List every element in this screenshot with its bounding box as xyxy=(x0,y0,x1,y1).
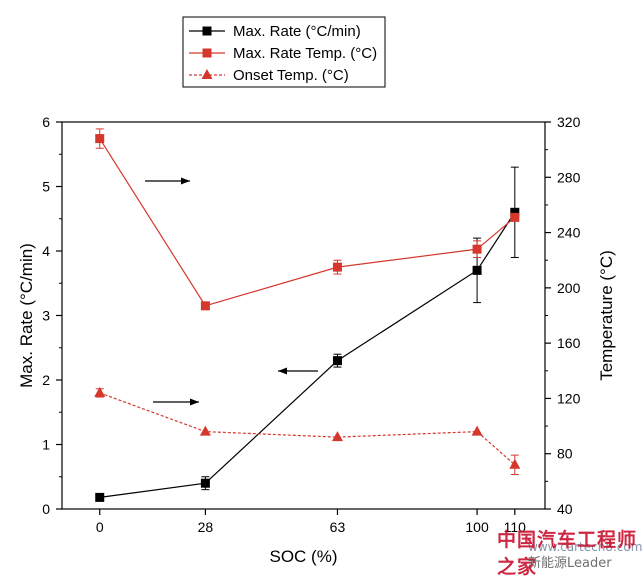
series-line-2 xyxy=(99,392,516,466)
right-y-tick-label: 280 xyxy=(557,169,581,185)
data-point-series-2 xyxy=(331,431,343,442)
legend-marker-0 xyxy=(202,26,212,36)
left-y-tick-label: 4 xyxy=(42,243,50,259)
right-y-tick-label: 320 xyxy=(557,114,581,130)
left-y-tick-label: 0 xyxy=(42,501,50,517)
annotation-arrowhead xyxy=(278,367,287,375)
right-y-tick-label: 120 xyxy=(557,390,581,406)
right-y-tick-label: 80 xyxy=(557,446,573,462)
x-tick-label: 28 xyxy=(198,519,214,535)
watermark-subtitle: 新能源Leader xyxy=(528,556,612,571)
x-axis-title: SOC (%) xyxy=(270,547,338,566)
data-point-series-0 xyxy=(95,492,105,502)
legend-marker-2 xyxy=(201,69,213,79)
legend-label-1: Max. Rate Temp. (°C) xyxy=(233,45,377,62)
watermark-logo-text: 中国汽车工程师之家 xyxy=(497,529,638,578)
annotation-arrowhead xyxy=(190,398,199,406)
x-tick-label: 0 xyxy=(96,519,104,535)
series-line-1 xyxy=(99,138,516,307)
right-y-tick-label: 240 xyxy=(557,225,581,241)
data-point-series-1 xyxy=(332,262,342,272)
left-y-axis-title: Max. Rate (°C/min) xyxy=(17,243,36,388)
data-point-series-1 xyxy=(510,212,520,222)
data-point-series-1 xyxy=(472,244,482,254)
data-point-series-0 xyxy=(472,265,482,275)
x-tick-label: 110 xyxy=(504,519,527,535)
left-y-tick-label: 1 xyxy=(42,437,50,453)
legend-label-0: Max. Rate (°C/min) xyxy=(233,23,361,40)
legend-marker-1 xyxy=(202,48,212,58)
data-point-series-2 xyxy=(471,425,483,436)
right-y-tick-label: 200 xyxy=(557,280,581,296)
data-point-series-2 xyxy=(94,386,106,397)
data-point-series-2 xyxy=(509,458,521,469)
right-y-tick-label: 160 xyxy=(557,335,581,351)
x-tick-label: 63 xyxy=(330,519,346,535)
legend-label-2: Onset Temp. (°C) xyxy=(233,67,349,84)
left-y-tick-label: 6 xyxy=(42,114,50,130)
data-point-series-0 xyxy=(200,478,210,488)
left-y-tick-label: 3 xyxy=(42,308,50,324)
data-point-series-0 xyxy=(510,207,520,217)
left-y-tick-label: 5 xyxy=(42,179,50,195)
annotation-arrowhead xyxy=(181,177,190,185)
data-point-series-0 xyxy=(332,356,342,366)
right-y-axis-title: Temperature (°C) xyxy=(597,250,616,381)
data-point-series-1 xyxy=(95,134,105,144)
data-point-series-2 xyxy=(199,425,211,436)
plot-frame xyxy=(61,121,546,510)
watermark-url: www.cartech8.com xyxy=(528,540,642,554)
left-y-tick-label: 2 xyxy=(42,372,50,388)
data-point-series-1 xyxy=(200,301,210,311)
x-tick-label: 100 xyxy=(465,519,489,535)
right-y-tick-label: 40 xyxy=(557,501,573,517)
series-line-0 xyxy=(99,211,516,498)
